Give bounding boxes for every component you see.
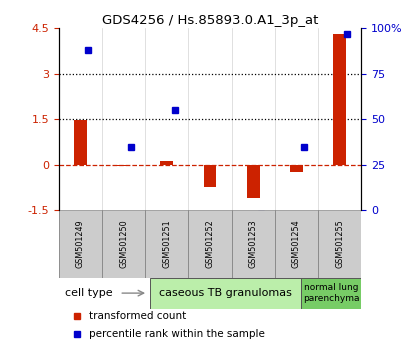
Bar [231,210,275,278]
Bar [204,165,216,187]
Text: GSM501253: GSM501253 [249,220,258,268]
Bar [74,120,87,165]
Text: percentile rank within the sample: percentile rank within the sample [89,329,265,339]
Bar [333,34,346,165]
Bar [290,165,303,172]
Bar [117,165,130,166]
Bar [275,210,318,278]
Text: cell type: cell type [65,288,113,298]
Bar [189,210,231,278]
Bar [59,210,102,278]
Text: transformed count: transformed count [89,312,186,321]
Text: normal lung
parenchyma: normal lung parenchyma [303,284,359,303]
Bar [318,210,361,278]
Bar [160,161,173,165]
Title: GDS4256 / Hs.85893.0.A1_3p_at: GDS4256 / Hs.85893.0.A1_3p_at [102,14,318,27]
Bar [301,278,361,309]
Text: GSM501252: GSM501252 [205,219,215,268]
Bar [247,165,260,198]
Text: GSM501249: GSM501249 [76,220,85,268]
Text: caseous TB granulomas: caseous TB granulomas [159,288,291,298]
Text: GSM501250: GSM501250 [119,220,128,268]
Bar [150,278,301,309]
Text: GSM501255: GSM501255 [335,219,344,268]
Bar [145,210,189,278]
Bar [102,210,145,278]
Text: GSM501254: GSM501254 [292,220,301,268]
Text: GSM501251: GSM501251 [162,220,171,268]
